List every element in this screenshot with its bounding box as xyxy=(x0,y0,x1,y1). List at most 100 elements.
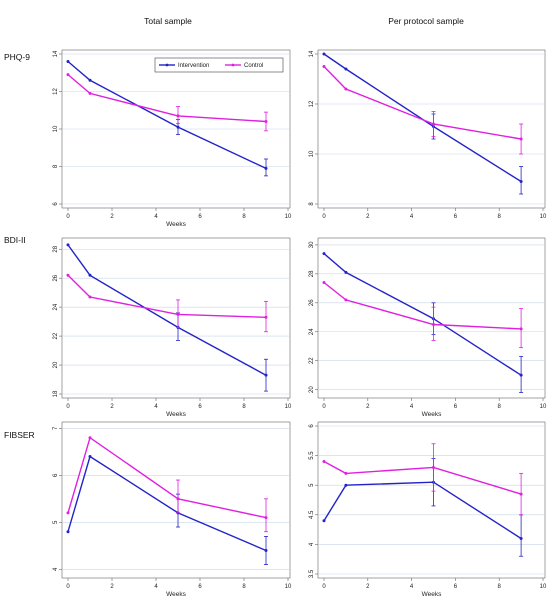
y-tick-label: 28 xyxy=(53,245,59,252)
y-tick-label: 26 xyxy=(53,274,59,281)
x-tick-label: 0 xyxy=(322,404,326,410)
series-line-control xyxy=(323,281,522,330)
y-tick-label: 12 xyxy=(309,100,315,107)
y-tick-label: 10 xyxy=(53,125,59,132)
series-line-control xyxy=(323,66,522,140)
col-title-total: Total sample xyxy=(144,16,192,26)
x-tick-label: 10 xyxy=(285,404,292,410)
x-tick-label: 2 xyxy=(110,404,114,410)
series-line-intervention xyxy=(67,60,267,170)
data-point xyxy=(322,281,326,285)
data-point xyxy=(344,87,348,91)
data-point xyxy=(322,65,326,68)
y-tick-label: 8 xyxy=(309,202,315,206)
row-label-phq9: PHQ-9 xyxy=(4,52,30,62)
data-point xyxy=(88,455,92,459)
x-tick-label: 6 xyxy=(198,404,202,410)
data-point xyxy=(322,519,326,523)
col-title-per-protocol: Per protocol sample xyxy=(388,16,464,26)
x-tick-label: 8 xyxy=(498,214,502,220)
x-tick-label: 2 xyxy=(366,584,370,590)
x-axis-label: Weeks xyxy=(422,411,442,418)
y-tick-label: 8 xyxy=(53,164,59,168)
y-tick-label: 28 xyxy=(309,270,315,277)
y-tick-label: 6 xyxy=(53,202,59,206)
series-line-intervention xyxy=(323,253,522,376)
legend-marker xyxy=(165,63,169,67)
y-tick-label: 30 xyxy=(309,241,315,248)
x-tick-label: 6 xyxy=(454,404,458,410)
data-point xyxy=(88,436,92,440)
x-tick-label: 6 xyxy=(198,214,202,220)
panel-frame xyxy=(317,237,546,399)
x-axis-label: Weeks xyxy=(422,591,442,598)
data-point xyxy=(264,166,268,170)
data-point xyxy=(264,373,268,377)
x-tick-label: 10 xyxy=(540,404,547,410)
data-point xyxy=(322,252,326,256)
legend-label: Control xyxy=(244,63,263,69)
data-point xyxy=(264,315,268,319)
data-point xyxy=(344,67,348,71)
y-tick-label: 22 xyxy=(53,332,59,339)
data-point xyxy=(66,511,70,515)
data-point xyxy=(88,295,92,299)
data-point xyxy=(519,536,523,540)
panel-frame xyxy=(61,237,291,399)
y-tick-label: 18 xyxy=(53,390,59,397)
data-point xyxy=(66,530,70,534)
panel-4: 4 5 6 7 0 2 4 6 8 10 Weeks xyxy=(53,421,292,598)
data-point xyxy=(264,549,268,553)
data-point xyxy=(66,273,70,277)
data-point xyxy=(66,73,70,77)
y-tick-label: 24 xyxy=(53,303,59,310)
data-point xyxy=(322,52,326,56)
series-line-control xyxy=(67,274,267,318)
panel-5: 3.5 4 4.5 5 5.5 6 0 2 4 6 8 10 Weeks xyxy=(309,421,547,598)
x-tick-label: 2 xyxy=(366,214,370,220)
data-point xyxy=(432,122,435,126)
x-tick-label: 0 xyxy=(66,584,70,590)
x-tick-label: 10 xyxy=(285,584,292,590)
y-tick-label: 6 xyxy=(309,424,315,428)
y-tick-label: 14 xyxy=(309,50,315,57)
series-line-intervention xyxy=(323,481,522,540)
x-tick-label: 8 xyxy=(242,214,246,220)
series-line-intervention xyxy=(323,53,522,183)
series-line-control xyxy=(323,460,522,495)
x-tick-label: 6 xyxy=(198,584,202,590)
series-line-control xyxy=(67,436,267,519)
row-label-fibser: FIBSER xyxy=(4,430,35,440)
data-point xyxy=(344,471,348,475)
data-point xyxy=(88,91,92,95)
x-tick-label: 4 xyxy=(410,404,414,410)
y-tick-label: 5.5 xyxy=(309,451,315,460)
x-tick-label: 0 xyxy=(66,404,70,410)
x-tick-label: 4 xyxy=(154,404,158,410)
y-tick-label: 5 xyxy=(53,520,59,524)
x-tick-label: 2 xyxy=(366,404,370,410)
data-point xyxy=(344,298,348,302)
x-tick-label: 0 xyxy=(66,214,70,220)
x-tick-label: 10 xyxy=(285,214,292,220)
data-point xyxy=(264,516,268,520)
x-tick-label: 2 xyxy=(110,214,114,220)
panel-0: 6 8 10 12 14 0 2 4 6 8 10 Weeks Intervention Control xyxy=(53,49,292,228)
y-tick-label: 5 xyxy=(309,483,315,487)
panel-frame xyxy=(317,421,546,579)
data-point xyxy=(519,492,523,496)
y-tick-label: 3.5 xyxy=(309,569,315,578)
data-point xyxy=(88,78,92,82)
legend-label: Intervention xyxy=(178,63,209,69)
data-point xyxy=(264,120,268,123)
y-tick-label: 6 xyxy=(53,473,59,477)
x-tick-label: 8 xyxy=(498,404,502,410)
data-point xyxy=(519,137,523,141)
x-tick-label: 10 xyxy=(540,214,547,220)
x-tick-label: 6 xyxy=(454,584,458,590)
x-tick-label: 10 xyxy=(540,584,547,590)
y-tick-label: 4 xyxy=(53,567,59,571)
series-line-control xyxy=(67,74,267,123)
legend-marker xyxy=(231,63,235,67)
